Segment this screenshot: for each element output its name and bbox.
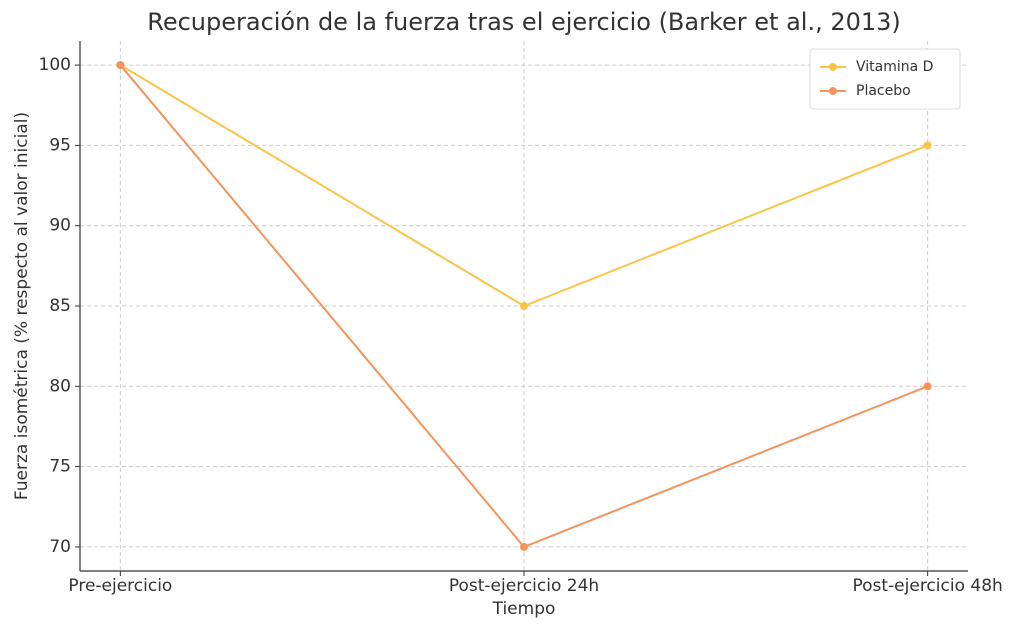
legend-label: Vitamina D — [856, 59, 933, 75]
y-tick-label: 95 — [49, 135, 71, 155]
x-tick-label: Pre-ejercicio — [68, 576, 172, 596]
chart-title: Recuperación de la fuerza tras el ejerci… — [147, 8, 901, 36]
legend-marker — [829, 63, 837, 71]
data-point — [116, 61, 125, 70]
data-point — [923, 382, 932, 391]
legend-box — [809, 48, 961, 110]
x-tick-label: Post-ejercicio 24h — [449, 576, 599, 596]
legend-label: Placebo — [856, 83, 911, 99]
y-tick-label: 75 — [49, 457, 71, 477]
series-line — [119, 64, 929, 308]
x-axis-label: Tiempo — [492, 599, 556, 619]
x-tick-label: Post-ejercicio 48h — [852, 576, 1002, 596]
y-tick-label: 100 — [39, 55, 71, 75]
y-axis-label: Fuerza isométrica (% respecto al valor i… — [12, 112, 32, 500]
data-point — [520, 542, 528, 551]
y-tick-label: 85 — [49, 296, 71, 316]
y-tick-label: 90 — [49, 216, 71, 236]
data-point — [923, 141, 932, 150]
legend-marker — [829, 87, 837, 95]
y-tick-label: 70 — [49, 537, 71, 557]
y-tick-label: 80 — [49, 376, 71, 396]
data-point — [520, 302, 528, 310]
